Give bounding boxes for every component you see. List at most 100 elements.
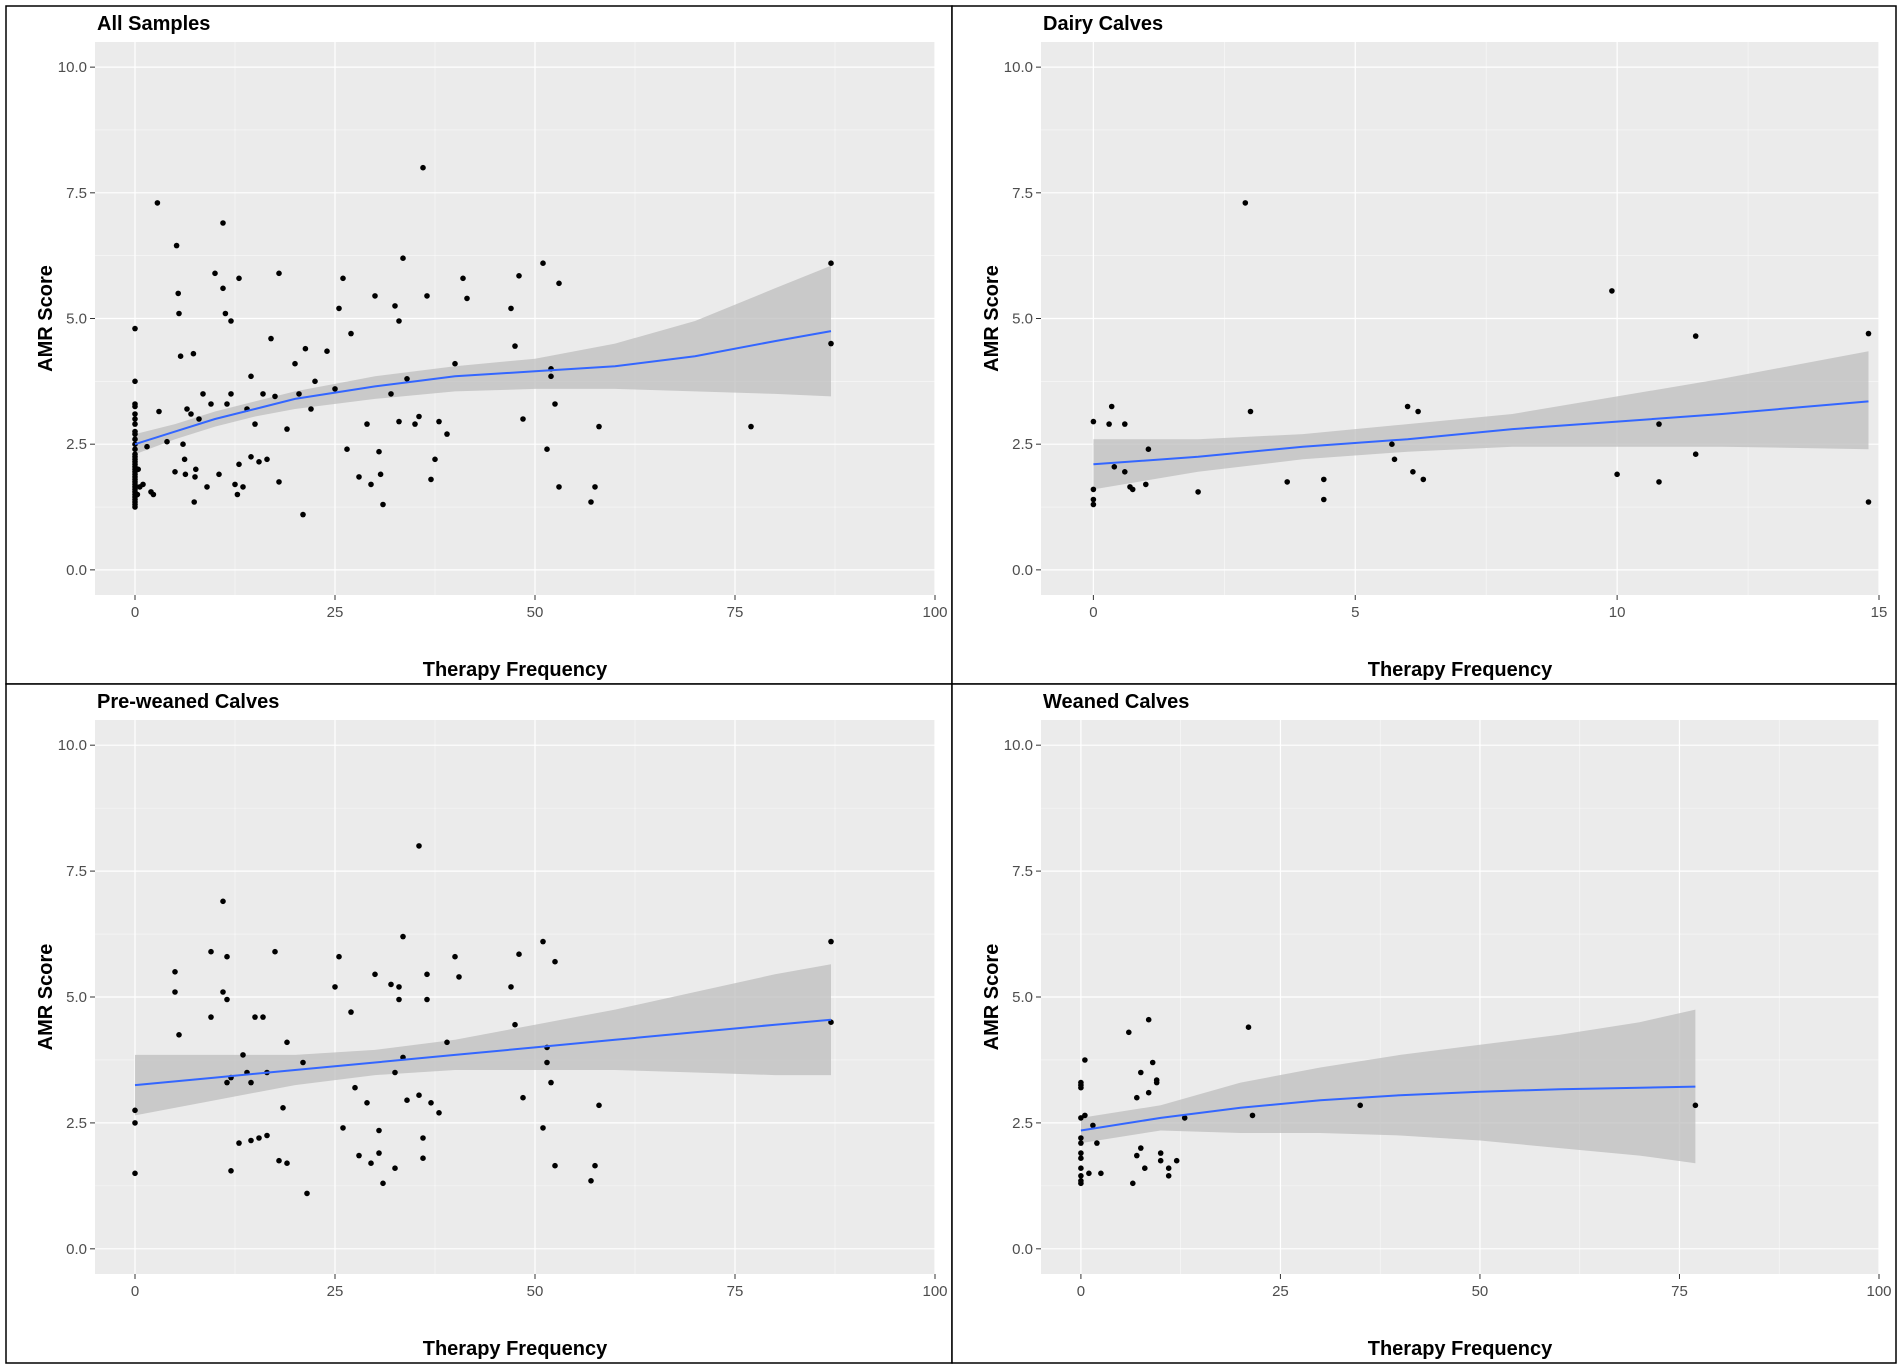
data-point: [1122, 469, 1128, 475]
data-point: [452, 360, 458, 367]
data-point: [1181, 1115, 1188, 1121]
smooth-line: [134, 330, 832, 446]
data-point: [388, 391, 394, 397]
data-point: [1145, 1016, 1152, 1023]
data-point: [1410, 469, 1416, 475]
confidence-band: [1093, 351, 1869, 490]
data-point: [132, 1170, 138, 1177]
data-point: [184, 406, 190, 412]
data-point: [592, 484, 598, 490]
data-point: [368, 1160, 374, 1166]
data-point: [424, 971, 430, 978]
y-tick-label: 5.0: [1012, 311, 1033, 328]
data-point: [540, 1125, 546, 1131]
y-tick-label: 10.0: [1004, 59, 1033, 76]
data-point: [154, 200, 161, 206]
data-point: [272, 393, 278, 400]
smooth-line: [134, 1018, 832, 1087]
data-point: [220, 220, 226, 226]
data-point: [1420, 476, 1427, 483]
x-tick-label: 50: [527, 604, 544, 621]
data-point: [336, 953, 342, 960]
data-point: [132, 451, 138, 458]
data-point: [208, 401, 214, 407]
data-point: [404, 376, 410, 382]
data-point: [260, 1014, 266, 1020]
data-point: [544, 446, 550, 453]
data-point: [256, 459, 262, 465]
data-point: [132, 446, 138, 453]
data-point: [144, 443, 150, 450]
data-point: [1242, 200, 1249, 206]
data-point: [436, 1110, 442, 1116]
data-point: [444, 1039, 450, 1046]
data-point: [432, 456, 438, 463]
confidence-band: [135, 964, 831, 1116]
chart-panel-1: 0 25 50 75 100 0.0 2.5 5.0 7.5 10.0 All Samples The…: [5, 5, 953, 685]
data-point: [220, 989, 226, 995]
data-point: [1165, 1165, 1172, 1171]
data-point: [748, 423, 754, 430]
data-point: [182, 471, 189, 478]
data-point: [176, 1032, 182, 1038]
data-point: [392, 1165, 398, 1171]
data-point: [828, 340, 834, 347]
y-tick-label: 2.5: [1012, 1115, 1033, 1132]
data-point: [180, 441, 186, 448]
data-point: [1090, 496, 1097, 503]
data-point: [404, 1097, 410, 1103]
data-point: [224, 953, 230, 960]
x-tick-label: 100: [922, 1283, 947, 1300]
confidence-band: [1080, 1009, 1696, 1164]
data-point: [132, 1107, 138, 1114]
data-point: [1078, 1180, 1084, 1187]
data-point: [1134, 1094, 1140, 1101]
data-point: [176, 310, 182, 317]
data-point: [1108, 403, 1115, 410]
data-point: [1094, 1140, 1100, 1146]
data-point: [324, 348, 330, 355]
data-point: [1129, 486, 1136, 493]
data-point: [132, 325, 138, 332]
data-point: [132, 428, 138, 435]
data-point: [192, 474, 198, 480]
data-point: [512, 1021, 518, 1028]
data-point: [248, 1079, 254, 1086]
data-point: [1090, 1122, 1096, 1129]
data-point: [224, 996, 230, 1003]
data-point: [1692, 451, 1699, 458]
data-point: [1284, 479, 1290, 485]
data-point: [232, 481, 238, 488]
data-point: [1656, 479, 1662, 485]
data-point: [377, 471, 384, 478]
data-point: [1082, 1112, 1088, 1119]
data-point: [248, 1137, 254, 1144]
data-point: [416, 843, 422, 849]
data-point: [1614, 471, 1620, 478]
data-point: [236, 1140, 242, 1146]
data-point: [1415, 408, 1421, 415]
data-point: [1145, 1089, 1152, 1096]
data-point: [428, 476, 434, 483]
x-axis-title: Therapy Frequency: [423, 1338, 608, 1360]
y-tick-label: 10.0: [58, 737, 87, 754]
data-point: [276, 1157, 282, 1164]
data-point: [356, 474, 362, 480]
chart-panel-4: 0 25 50 75 100 0.0 2.5 5.0 7.5 10.0 Weaned Calves T…: [951, 683, 1897, 1364]
data-point: [1249, 1112, 1256, 1119]
data-point: [1357, 1102, 1363, 1109]
data-point: [400, 933, 406, 940]
data-point: [236, 461, 242, 468]
data-point: [1082, 1057, 1088, 1063]
data-point: [236, 275, 242, 282]
data-point: [1086, 1170, 1092, 1177]
data-point: [508, 984, 514, 990]
data-point: [344, 446, 350, 453]
panel-title: Weaned Calves: [1043, 691, 1189, 713]
data-point: [1090, 486, 1097, 493]
data-point: [1106, 421, 1112, 427]
data-point: [228, 318, 234, 324]
data-point: [1138, 1145, 1144, 1151]
data-point: [1078, 1084, 1084, 1091]
